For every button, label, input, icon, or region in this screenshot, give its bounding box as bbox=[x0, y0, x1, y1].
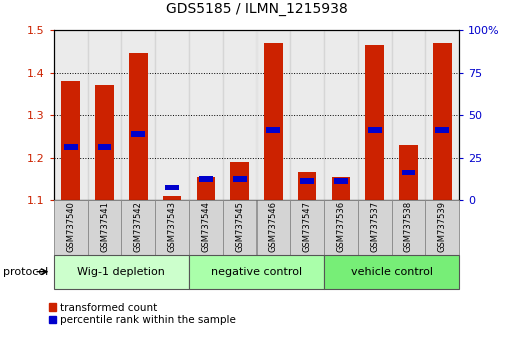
Bar bbox=[290, 30, 324, 200]
Bar bbox=[331, 177, 350, 200]
Bar bbox=[290, 200, 324, 255]
Text: GSM737546: GSM737546 bbox=[269, 201, 278, 252]
Text: GSM737536: GSM737536 bbox=[337, 201, 345, 252]
Bar bbox=[54, 200, 88, 255]
Bar bbox=[358, 30, 391, 200]
Bar bbox=[189, 255, 324, 289]
Bar bbox=[223, 200, 256, 255]
Text: GSM737537: GSM737537 bbox=[370, 201, 379, 252]
Bar bbox=[189, 200, 223, 255]
Bar bbox=[391, 30, 425, 200]
Text: GSM737547: GSM737547 bbox=[303, 201, 312, 252]
Text: protocol: protocol bbox=[3, 267, 48, 277]
Bar bbox=[391, 200, 425, 255]
Bar bbox=[97, 144, 111, 150]
Bar bbox=[54, 255, 189, 289]
Bar bbox=[264, 43, 283, 200]
Bar bbox=[358, 200, 391, 255]
Bar bbox=[131, 131, 145, 137]
Bar bbox=[233, 176, 247, 182]
Bar bbox=[230, 162, 249, 200]
Bar bbox=[155, 200, 189, 255]
Bar bbox=[256, 30, 290, 200]
Bar bbox=[122, 200, 155, 255]
Text: vehicle control: vehicle control bbox=[350, 267, 432, 277]
Text: GSM737542: GSM737542 bbox=[134, 201, 143, 252]
Bar bbox=[425, 30, 459, 200]
Text: GSM737538: GSM737538 bbox=[404, 201, 413, 252]
Bar bbox=[324, 30, 358, 200]
Bar bbox=[88, 200, 122, 255]
Bar bbox=[324, 255, 459, 289]
Text: GSM737541: GSM737541 bbox=[100, 201, 109, 252]
Bar bbox=[300, 178, 314, 184]
Text: GSM737543: GSM737543 bbox=[168, 201, 176, 252]
Bar bbox=[433, 43, 451, 200]
Bar bbox=[365, 45, 384, 200]
Bar bbox=[129, 53, 148, 200]
Bar bbox=[334, 178, 348, 184]
Bar bbox=[62, 81, 80, 200]
Legend: transformed count, percentile rank within the sample: transformed count, percentile rank withi… bbox=[49, 303, 236, 325]
Bar bbox=[298, 172, 317, 200]
Text: GSM737540: GSM737540 bbox=[66, 201, 75, 252]
Text: GSM737539: GSM737539 bbox=[438, 201, 447, 252]
Text: Wig-1 depletion: Wig-1 depletion bbox=[77, 267, 165, 277]
Bar bbox=[425, 200, 459, 255]
Bar bbox=[199, 176, 213, 182]
Bar bbox=[399, 145, 418, 200]
Bar bbox=[155, 30, 189, 200]
Bar bbox=[163, 196, 182, 200]
Bar bbox=[122, 30, 155, 200]
Bar bbox=[88, 30, 122, 200]
Bar bbox=[436, 127, 449, 133]
Bar bbox=[256, 200, 290, 255]
Bar bbox=[402, 170, 416, 175]
Text: GSM737544: GSM737544 bbox=[201, 201, 210, 252]
Bar bbox=[266, 127, 280, 133]
Bar bbox=[368, 127, 382, 133]
Bar bbox=[196, 177, 215, 200]
Bar bbox=[324, 200, 358, 255]
Bar bbox=[189, 30, 223, 200]
Text: GDS5185 / ILMN_1215938: GDS5185 / ILMN_1215938 bbox=[166, 2, 347, 16]
Bar bbox=[54, 30, 88, 200]
Bar bbox=[223, 30, 256, 200]
Bar bbox=[64, 144, 77, 150]
Bar bbox=[95, 85, 114, 200]
Text: negative control: negative control bbox=[211, 267, 302, 277]
Text: GSM737545: GSM737545 bbox=[235, 201, 244, 252]
Bar bbox=[165, 184, 179, 190]
